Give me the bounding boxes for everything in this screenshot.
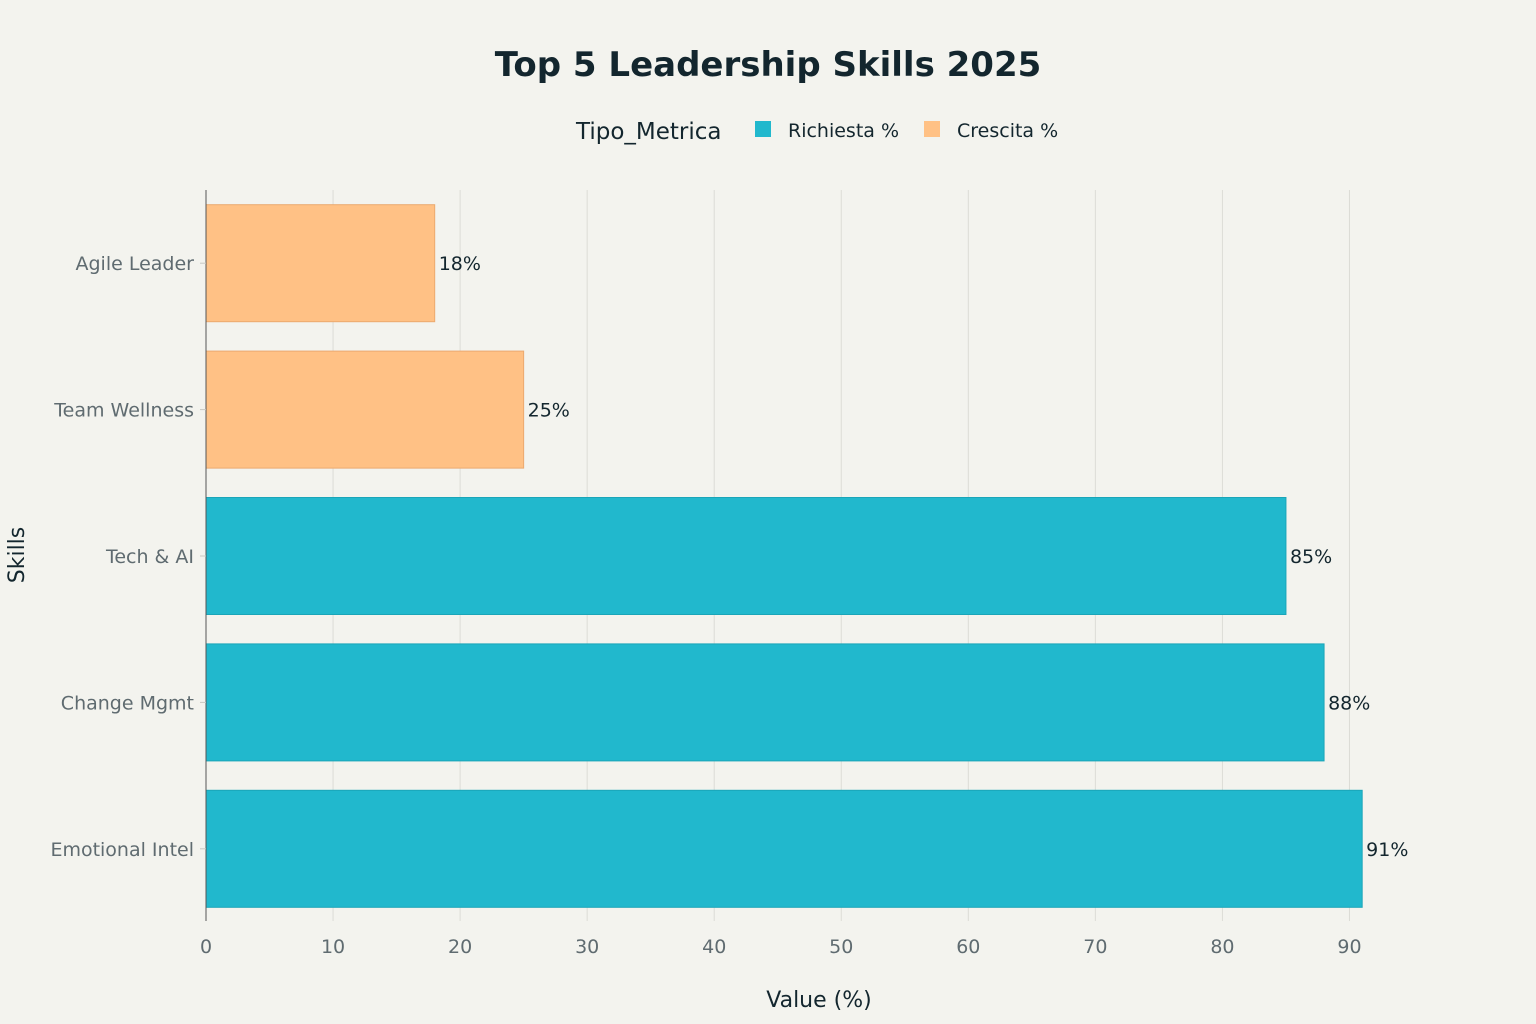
bar-data-label: 91% — [1366, 839, 1408, 861]
legend[interactable]: Tipo_Metrica Richiesta % Crescita % — [575, 119, 1058, 145]
bar-data-label: 25% — [528, 400, 570, 422]
bar-data-label: 85% — [1290, 546, 1332, 568]
x-tick-label: 40 — [702, 936, 726, 958]
bar-data-label: 88% — [1328, 692, 1370, 714]
x-tick-label: 10 — [321, 936, 345, 958]
bar-team-wellness[interactable] — [205, 350, 525, 469]
x-tick-label: 50 — [829, 936, 853, 958]
x-axis-title: Value (%) — [766, 988, 871, 1013]
legend-label[interactable]: Richiesta % — [788, 120, 899, 142]
y-tick-label: Tech & AI — [105, 546, 194, 568]
legend-swatch — [924, 121, 940, 137]
bar-data-label: 18% — [439, 253, 481, 275]
y-axis-title: Skills — [5, 527, 30, 584]
x-tick-label: 70 — [1083, 936, 1107, 958]
bar-change-mgmt[interactable] — [205, 643, 1325, 762]
legend-label[interactable]: Crescita % — [957, 120, 1058, 142]
x-tick-label: 20 — [448, 936, 472, 958]
x-tick-label: 0 — [200, 936, 212, 958]
x-tick-label: 60 — [956, 936, 980, 958]
x-tick-label: 30 — [575, 936, 599, 958]
bar-emotional-intel[interactable] — [205, 789, 1363, 908]
y-tick-label: Emotional Intel — [50, 839, 194, 861]
bars — [205, 204, 1363, 908]
x-tick-label: 80 — [1210, 936, 1234, 958]
chart-title: Top 5 Leadership Skills 2025 — [495, 45, 1042, 85]
y-tick-label: Change Mgmt — [61, 692, 194, 714]
bar-tech-ai[interactable] — [205, 497, 1287, 615]
axes: 0 10 20 30 40 50 60 70 80 90 Agile Leader Team Well… — [50, 190, 1362, 958]
legend-swatch — [755, 121, 771, 137]
x-tick-label: 90 — [1337, 936, 1361, 958]
legend-title: Tipo_Metrica — [575, 119, 722, 145]
bar-agile-leader[interactable] — [205, 204, 436, 323]
y-tick-label: Agile Leader — [76, 253, 195, 275]
y-tick-label: Team Wellness — [53, 400, 194, 422]
data-labels: 18% 25% 85% 88% 91% — [439, 253, 1409, 861]
legend-entries: Richiesta % Crescita % — [755, 120, 1058, 142]
